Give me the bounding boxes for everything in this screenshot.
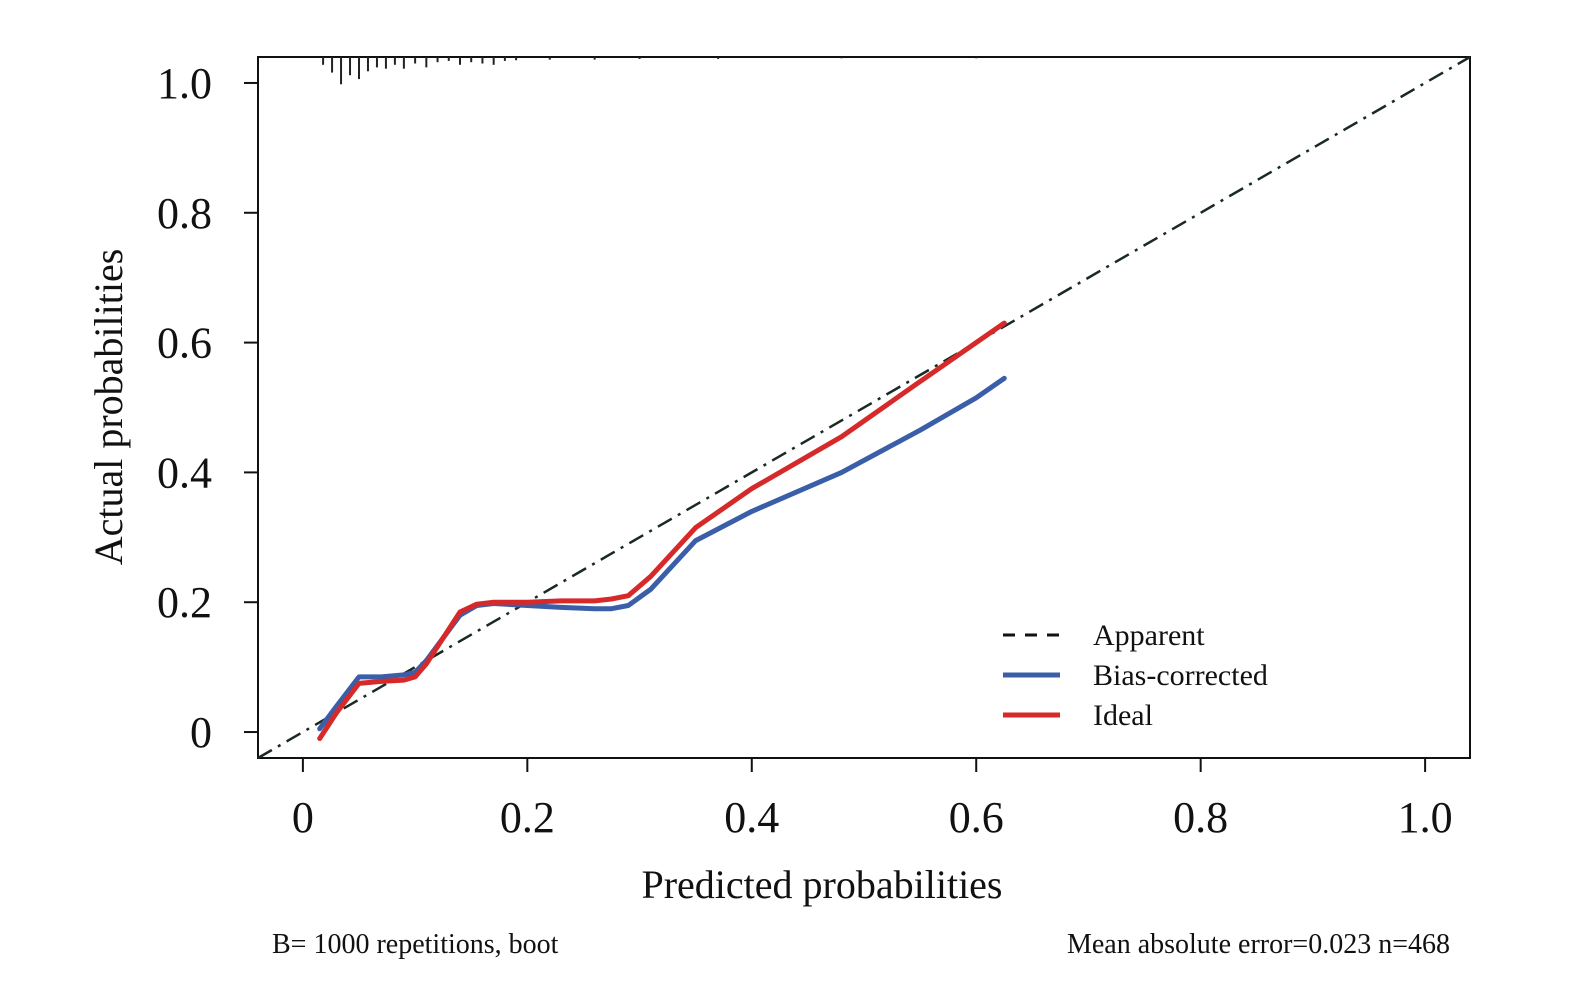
x-axis-title: Predicted probabilities	[641, 862, 1002, 907]
x-tick-label-3: 0.6	[949, 793, 1004, 842]
x-tick-label-4: 0.8	[1173, 793, 1228, 842]
y-tick-label-4: 0.8	[157, 189, 212, 238]
y-tick-label-3: 0.6	[157, 319, 212, 368]
y-tick-label-1: 0.2	[157, 578, 212, 627]
y-tick-label-2: 0.4	[157, 448, 212, 497]
y-tick-label-0: 0	[190, 708, 212, 757]
series-line-bias-corrected	[317, 375, 1007, 732]
x-tick-label-0: 0	[292, 793, 314, 842]
plot-frame	[257, 56, 1471, 759]
footer-left: B= 1000 repetitions, boot	[272, 929, 559, 960]
footer-right: Mean absolute error=0.023 n=468	[1067, 929, 1450, 960]
y-axis-title: Actual probabilities	[86, 249, 131, 566]
x-tick-label-1: 0.2	[500, 793, 555, 842]
legend: Apparent Bias-corrected Ideal	[1003, 619, 1268, 732]
x-tick-label-5: 1.0	[1398, 793, 1453, 842]
x-tick-label-2: 0.4	[724, 793, 779, 842]
series-line-ideal	[317, 320, 1007, 741]
series-lines	[257, 55, 1471, 760]
rug-marks	[322, 57, 978, 85]
x-axis: 0 0.2 0.4 0.6 0.8 1.0	[292, 758, 1453, 842]
series-line-apparent	[257, 55, 1471, 760]
legend-label-2: Ideal	[1093, 699, 1153, 732]
y-tick-label-5: 1.0	[157, 59, 212, 108]
legend-label-1: Bias-corrected	[1093, 659, 1268, 692]
legend-label-0: Apparent	[1093, 619, 1205, 652]
y-axis: 0 0.2 0.4 0.6 0.8 1.0	[157, 59, 258, 757]
